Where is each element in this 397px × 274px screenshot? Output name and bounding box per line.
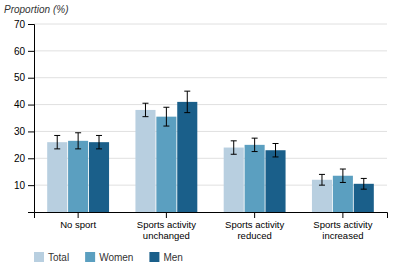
y-tick-mark — [28, 78, 34, 79]
y-tick: 10 — [14, 180, 34, 191]
x-tick-label-line: Sports activity — [313, 219, 372, 230]
y-tick: 50 — [14, 72, 34, 83]
y-tick-label: 30 — [14, 126, 26, 137]
legend-label: Total — [48, 252, 69, 263]
y-tick-label: 40 — [14, 99, 26, 110]
y-axis: 10 20 30 40 50 60 70 — [14, 19, 35, 213]
y-axis-line — [28, 25, 35, 213]
grid-line — [34, 24, 387, 25]
legend-item: Total — [34, 252, 69, 263]
y-tick-label: 70 — [14, 19, 26, 30]
y-tick-mark — [28, 185, 34, 186]
y-tick-mark — [28, 158, 34, 159]
y-tick: 30 — [14, 126, 34, 137]
y-tick-mark — [28, 24, 34, 25]
grid-line — [34, 131, 387, 132]
grid-line — [34, 104, 387, 105]
x-tick: Sports activityunchanged — [137, 212, 196, 241]
x-tick-label-line: No sport — [60, 219, 96, 230]
error-bars — [96, 91, 367, 189]
bar — [89, 142, 109, 212]
x-tick-label-line: Sports activity — [225, 219, 284, 230]
legend-swatch — [34, 252, 44, 262]
error-bar — [184, 91, 190, 112]
error-bar — [340, 169, 346, 182]
chart: 10203040506070No sportSports activityunc… — [0, 0, 397, 274]
y-tick-label: 10 — [14, 180, 26, 191]
y-tick-label: 20 — [14, 153, 26, 164]
error-bar — [252, 138, 258, 151]
legend-swatch — [85, 252, 95, 262]
x-tick-label: Sports activityreduced — [225, 219, 284, 241]
bar — [224, 148, 244, 212]
plot: 10203040506070No sportSports activityunc… — [14, 19, 388, 241]
error-bar — [75, 133, 81, 149]
legend-label: Men — [163, 252, 182, 263]
error-bar — [361, 178, 367, 189]
error-bars — [75, 107, 346, 182]
y-tick: 20 — [14, 153, 34, 164]
x-tick-label-line: reduced — [237, 230, 271, 241]
bar — [156, 117, 176, 212]
x-tick-label: Sports activityunchanged — [137, 219, 196, 241]
legend-label: Women — [99, 252, 133, 263]
x-axis: No sportSports activityunchangedSports a… — [35, 212, 388, 241]
y-tick-mark — [28, 51, 34, 52]
error-bar — [163, 107, 169, 126]
legend-swatch — [149, 252, 159, 262]
y-axis-title: Proportion (%) — [4, 4, 68, 15]
x-tick-mark — [342, 212, 343, 218]
y-tick: 60 — [14, 46, 34, 57]
legend-item: Women — [85, 252, 133, 263]
x-axis-line — [35, 213, 388, 219]
bar — [265, 150, 285, 212]
error-bar — [273, 144, 279, 157]
x-tick-label-line: unchanged — [143, 230, 190, 241]
error-bar — [142, 103, 148, 116]
y-tick-mark — [28, 105, 34, 106]
marks — [47, 91, 374, 212]
x-tick-mark — [166, 212, 167, 218]
x-tick: Sports activityincreased — [313, 212, 372, 241]
y-tick: 40 — [14, 99, 34, 110]
grid-line — [34, 50, 387, 51]
legend-item: Men — [149, 252, 182, 263]
bar — [68, 141, 88, 212]
error-bar — [231, 141, 237, 154]
grid-line — [34, 77, 387, 78]
error-bar — [54, 135, 60, 148]
error-bars — [54, 103, 325, 185]
legend: Total Women Men — [34, 252, 183, 263]
error-bar — [96, 135, 102, 148]
y-tick: 70 — [14, 19, 34, 30]
x-tick-mark — [254, 212, 255, 218]
bar — [135, 110, 155, 212]
bar — [47, 142, 67, 212]
x-tick-label: Sports activityincreased — [313, 219, 372, 241]
x-tick-label: No sport — [60, 219, 96, 230]
x-tick: Sports activityreduced — [225, 212, 284, 241]
bar — [177, 102, 197, 212]
y-tick-label: 60 — [14, 46, 26, 57]
error-bar — [319, 174, 325, 185]
bar — [245, 145, 265, 212]
y-tick-label: 50 — [14, 72, 26, 83]
bar-series — [89, 102, 374, 212]
x-tick-label-line: increased — [322, 230, 363, 241]
bar-series — [68, 117, 353, 212]
y-tick-mark — [28, 131, 34, 132]
x-tick: No sport — [60, 212, 96, 230]
x-tick-mark — [78, 212, 79, 218]
x-tick-label-line: Sports activity — [137, 219, 196, 230]
